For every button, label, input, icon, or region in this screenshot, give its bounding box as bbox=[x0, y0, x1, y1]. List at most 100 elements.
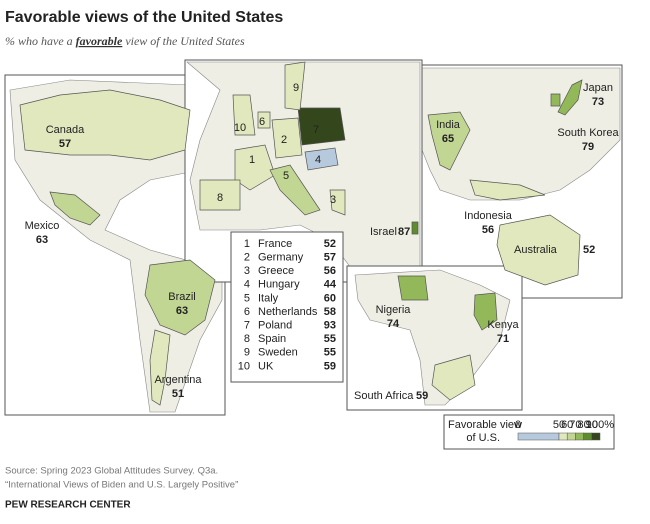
country-value: 57 bbox=[59, 138, 71, 150]
list-value: 57 bbox=[324, 252, 336, 264]
organization: PEW RESEARCH CENTER bbox=[5, 500, 131, 511]
country-name: Australia bbox=[514, 244, 558, 256]
list-name: Germany bbox=[258, 252, 304, 264]
country-shape bbox=[284, 61, 306, 111]
list-name: Sweden bbox=[258, 347, 298, 359]
legend-tick-label: 0 bbox=[515, 419, 521, 431]
list-number: 5 bbox=[244, 292, 250, 304]
panels bbox=[4, 59, 623, 416]
list-value: 44 bbox=[324, 279, 337, 291]
country-shape bbox=[297, 107, 346, 146]
country-value: 65 bbox=[442, 133, 454, 145]
list-number: 4 bbox=[244, 279, 250, 291]
list-name: France bbox=[258, 238, 292, 250]
map-number: 10 bbox=[234, 122, 246, 134]
country-value: 71 bbox=[497, 333, 509, 345]
list-value: 56 bbox=[324, 265, 336, 277]
legend-swatch bbox=[558, 432, 568, 441]
country-shape bbox=[149, 329, 171, 406]
country-shape bbox=[304, 147, 339, 171]
country-name: South Africa bbox=[354, 390, 414, 402]
map-number: 7 bbox=[313, 124, 319, 136]
list-name: Netherlands bbox=[258, 306, 318, 318]
list-number: 3 bbox=[244, 265, 250, 277]
country-shape bbox=[431, 354, 476, 401]
map-number: 6 bbox=[259, 116, 265, 128]
list-name: Italy bbox=[258, 292, 279, 304]
country-name: Kenya bbox=[487, 319, 519, 331]
title: Favorable views of the United States bbox=[5, 9, 283, 26]
country-shape bbox=[49, 191, 101, 226]
country-shape bbox=[269, 164, 321, 216]
map-number: 2 bbox=[281, 134, 287, 146]
list-number: 6 bbox=[244, 306, 250, 318]
list-value: 55 bbox=[324, 333, 336, 345]
country-name: South Korea bbox=[557, 127, 619, 139]
country-name: Japan bbox=[583, 82, 613, 94]
legend-tick-label: 100% bbox=[586, 419, 614, 431]
country-value: 63 bbox=[176, 305, 188, 317]
legend-tick-label: 90 bbox=[586, 419, 598, 431]
map-number: 5 bbox=[283, 170, 289, 182]
legend-title: Favorable view bbox=[448, 419, 522, 431]
country-value: 52 bbox=[583, 244, 595, 256]
map-number: 3 bbox=[330, 194, 336, 206]
subtitle-emphasis: favorable bbox=[76, 34, 123, 48]
country-name: Mexico bbox=[25, 220, 60, 232]
country-value: 73 bbox=[592, 96, 604, 108]
country-shape bbox=[473, 292, 498, 331]
list-name: Hungary bbox=[258, 279, 300, 291]
legend-tick-label: 60 bbox=[561, 419, 573, 431]
country-name: Israel bbox=[370, 226, 397, 238]
legend-swatch bbox=[575, 432, 584, 441]
list-number: 9 bbox=[244, 347, 250, 359]
country-name: Brazil bbox=[168, 291, 196, 303]
country-name: India bbox=[436, 119, 461, 131]
legend-swatch bbox=[517, 432, 560, 441]
legend-tick-label: 50 bbox=[553, 419, 565, 431]
country-value: 74 bbox=[387, 318, 400, 330]
list-value: 55 bbox=[324, 347, 336, 359]
report: “International Views of Biden and U.S. L… bbox=[5, 480, 238, 491]
country-value: 59 bbox=[416, 390, 428, 402]
legend-box bbox=[443, 414, 615, 450]
legend-swatch bbox=[566, 432, 576, 441]
country-value: 63 bbox=[36, 234, 48, 246]
list-value: 60 bbox=[324, 292, 336, 304]
list-value: 93 bbox=[324, 320, 336, 332]
list-value: 59 bbox=[324, 360, 336, 372]
country-shape bbox=[232, 94, 256, 136]
country-shape bbox=[427, 111, 471, 171]
country-name: Indonesia bbox=[464, 210, 513, 222]
list-number: 7 bbox=[244, 320, 250, 332]
list-number: 2 bbox=[244, 252, 250, 264]
subtitle: % who have a favorable view of the Unite… bbox=[5, 34, 245, 48]
map-number: 1 bbox=[249, 154, 255, 166]
country-shape bbox=[144, 259, 216, 336]
list-number: 8 bbox=[244, 333, 250, 345]
country-shape bbox=[199, 179, 241, 211]
list-value: 58 bbox=[324, 306, 336, 318]
legend-title: of U.S. bbox=[466, 432, 500, 444]
list-number: 1 bbox=[244, 238, 250, 250]
country-shape bbox=[19, 89, 191, 161]
country-shape bbox=[234, 144, 276, 191]
country-shape bbox=[469, 179, 546, 201]
country-value: 79 bbox=[582, 141, 594, 153]
country-name: Argentina bbox=[154, 374, 202, 386]
country-shape bbox=[496, 214, 581, 286]
list-name: Poland bbox=[258, 320, 292, 332]
list-name: Greece bbox=[258, 265, 294, 277]
list-name: UK bbox=[258, 360, 274, 372]
source: Source: Spring 2023 Global Attitudes Sur… bbox=[5, 466, 218, 477]
country-name: Nigeria bbox=[376, 304, 412, 316]
country-shape bbox=[329, 189, 346, 216]
map-number: 8 bbox=[217, 192, 223, 204]
country-shape bbox=[550, 93, 561, 107]
legend-tick-label: 80 bbox=[577, 419, 589, 431]
country-name: Canada bbox=[46, 124, 85, 136]
list-name: Spain bbox=[258, 333, 286, 345]
country-value: 56 bbox=[482, 224, 494, 236]
legend-swatch bbox=[591, 432, 601, 441]
